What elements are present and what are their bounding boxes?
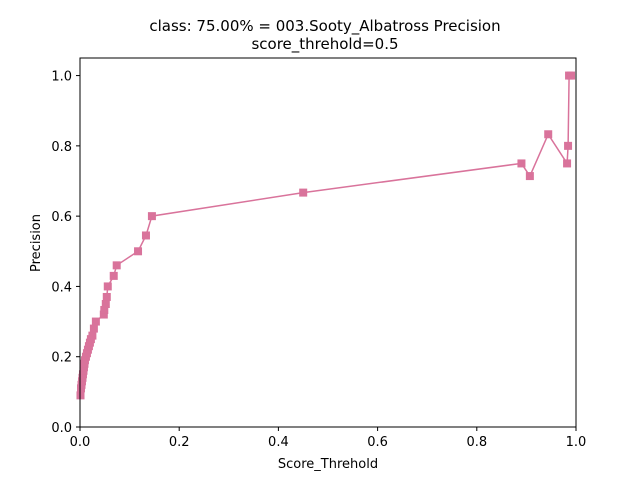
data-point	[99, 310, 108, 319]
x-tick-label: 0.4	[268, 435, 289, 450]
data-point	[141, 231, 150, 240]
data-point	[89, 324, 98, 333]
data-point	[103, 282, 112, 291]
series-line	[79, 74, 571, 396]
x-tick-label: 0.2	[169, 435, 190, 450]
data-point	[100, 305, 109, 314]
data-point	[517, 159, 526, 168]
plot-area	[76, 71, 576, 400]
data-point	[102, 292, 111, 301]
x-tick-label: 0.8	[466, 435, 487, 450]
y-tick-label: 0.0	[51, 421, 72, 436]
data-point	[299, 188, 308, 197]
x-tick-label: 0.0	[70, 435, 91, 450]
x-tick-label: 0.6	[367, 435, 388, 450]
data-point	[112, 261, 121, 270]
y-tick-label: 0.4	[51, 280, 72, 295]
data-point	[525, 172, 534, 181]
data-point	[564, 141, 573, 150]
y-tick-label: 0.6	[51, 210, 72, 225]
data-point	[101, 300, 110, 308]
data-point	[147, 212, 156, 221]
y-tick-label: 0.8	[51, 140, 72, 155]
x-axis-label: Score_Threhold	[278, 457, 378, 472]
y-tick-label: 1.0	[51, 70, 72, 85]
data-point	[88, 331, 97, 340]
data-point	[109, 271, 118, 280]
plot-frame	[79, 57, 577, 428]
data-point	[134, 247, 143, 256]
x-axis: 0.0 0.2 0.4 0.6 0.8 1.0	[70, 427, 587, 450]
chart-subtitle: score_threhold=0.5	[251, 35, 398, 54]
data-point	[544, 130, 553, 139]
data-point	[91, 317, 100, 326]
x-tick-label: 1.0	[566, 435, 587, 450]
data-point	[563, 159, 572, 168]
data-point	[567, 71, 576, 80]
y-axis-label: Precision	[29, 214, 44, 272]
y-axis: 0.0 0.2 0.4 0.6 0.8 1.0	[51, 70, 80, 436]
y-tick-label: 0.2	[51, 351, 72, 366]
chart-title: class: 75.00% = 003.Sooty_Albatross Prec…	[149, 17, 500, 36]
